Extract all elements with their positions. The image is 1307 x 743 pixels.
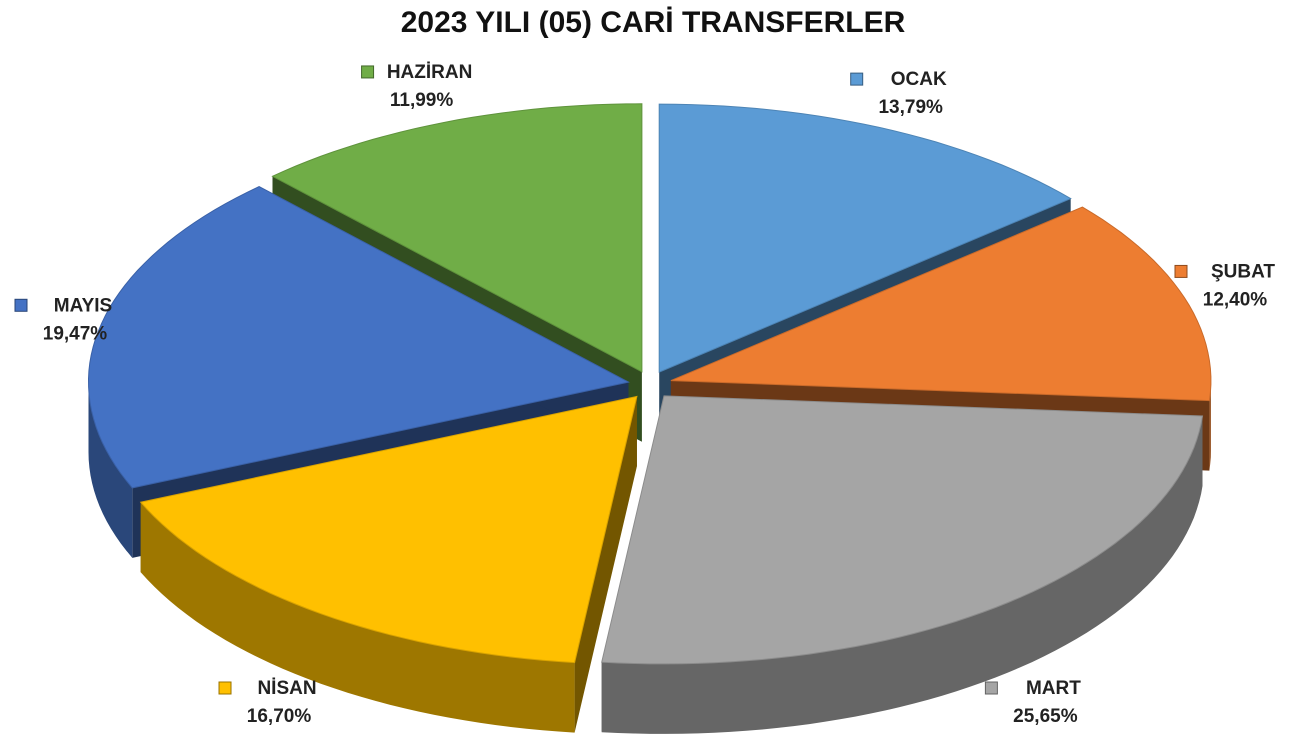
- slice-side: [140, 502, 575, 733]
- pie-slice: [670, 206, 1212, 402]
- pie-slice: [601, 395, 1204, 665]
- category-label: ŞUBAT: [1211, 261, 1275, 282]
- category-label: HAZİRAN: [387, 62, 473, 83]
- category-label: MART: [1026, 678, 1081, 699]
- pie-slice: [87, 186, 630, 489]
- value-label: 19,47%: [43, 323, 108, 344]
- value-label: 25,65%: [1013, 706, 1078, 727]
- data-labels: OCAK 13,79% ŞUBAT 12,40% MART 25,65% NİSAN 16,7…: [14, 62, 1275, 727]
- pie-tops: [87, 103, 1212, 665]
- value-label: 13,79%: [878, 97, 943, 118]
- pie-slice: [271, 103, 643, 373]
- chart-title: 2023 YILI (05) CARİ TRANSFERLER: [401, 6, 906, 39]
- legend-key: [218, 681, 232, 695]
- legend-key: [984, 681, 998, 695]
- value-label: 16,70%: [247, 706, 312, 727]
- slice-side: [88, 382, 133, 558]
- legend-key: [14, 298, 28, 312]
- pie-slice: [139, 395, 638, 664]
- category-label: MAYIS: [54, 295, 112, 316]
- category-label: NİSAN: [257, 678, 316, 699]
- value-label: 11,99%: [390, 90, 453, 111]
- pie-slice: [658, 103, 1072, 373]
- slice-side: [1209, 380, 1211, 471]
- legend-key: [1174, 264, 1188, 278]
- slice-cut-face: [574, 396, 637, 733]
- legend-key: [850, 72, 864, 86]
- value-label: 12,40%: [1203, 289, 1268, 310]
- legend-key: [361, 65, 375, 79]
- slice-side: [601, 416, 1203, 734]
- category-label: OCAK: [891, 69, 947, 90]
